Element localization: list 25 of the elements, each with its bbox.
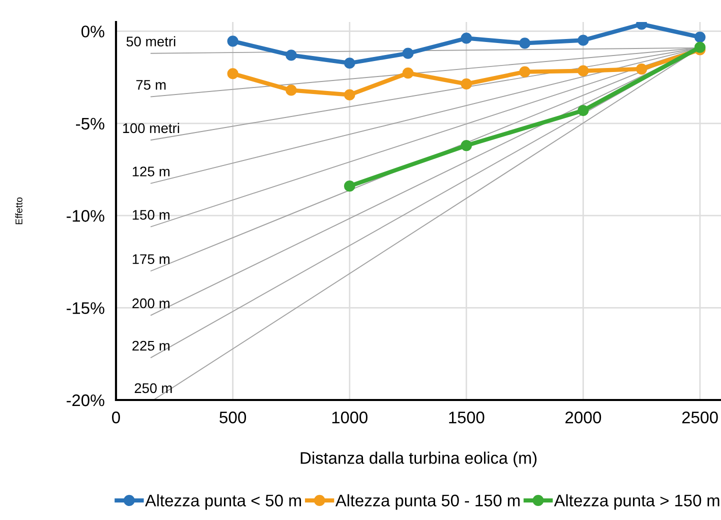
x-axis-title: Distanza dalla turbina eolica (m)	[300, 452, 537, 468]
series-label: 150 m	[132, 210, 170, 220]
series-label: 250 m	[134, 383, 172, 394]
legend-label: Altezza punta > 150 m	[554, 494, 720, 510]
x-tick-label: 2000	[565, 412, 602, 424]
x-tick-label: 1000	[332, 412, 368, 424]
series-label: 75 m	[136, 80, 166, 90]
y-tick-label: 0%	[81, 26, 104, 38]
y-tick-label: -5%	[76, 118, 104, 130]
x-tick-label: 500	[220, 412, 246, 424]
y-tick-label: -15%	[66, 302, 104, 314]
legend-label: Altezza punta 50 - 150 m	[335, 494, 520, 510]
series-label: 100 metri	[123, 122, 180, 134]
y-tick-label: -10%	[66, 210, 104, 222]
x-tick-label: 1500	[449, 412, 484, 424]
series-label: 50 metri	[126, 36, 176, 46]
x-tick-label: 2500	[682, 412, 718, 424]
y-tick-label: -20%	[66, 394, 104, 406]
legend-label: Altezza punta < 50 m	[145, 494, 301, 510]
y-axis-title: Effetto	[15, 197, 22, 224]
x-tick-label: 0	[112, 412, 120, 424]
series-label: 175 m	[132, 254, 170, 264]
series-label: 225 m	[132, 340, 170, 351]
series-label: 125 m	[132, 166, 170, 176]
series-label: 200 m	[132, 298, 170, 308]
